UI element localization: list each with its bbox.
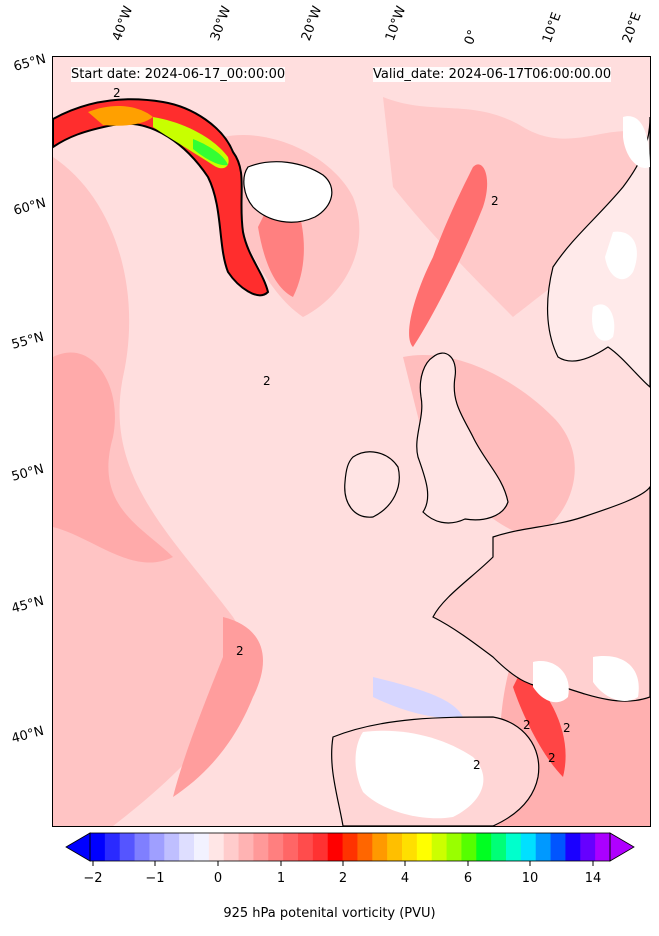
valid-date-label: Valid_date: 2024-06-17T06:00:00.00 <box>373 67 612 82</box>
colorbar-cell <box>387 833 403 861</box>
start-date-label: Start date: 2024-06-17_00:00:00 <box>71 67 286 82</box>
colorbar-cell <box>238 833 254 861</box>
colorbar-tick-label: 2 <box>338 871 348 886</box>
colorbar-border <box>89 832 611 862</box>
pv-filament-biscay <box>173 617 263 797</box>
colorbar-cell <box>194 833 210 861</box>
pv-field-map: 2 2 2 2 2 2 2 2 <box>53 57 650 826</box>
colorbar-cell <box>416 833 433 861</box>
colorbar-tick-label: 4 <box>400 871 410 886</box>
colorbar-cell <box>520 833 537 861</box>
pv-core-greenland-1 <box>88 105 153 126</box>
colorbar-cell <box>402 833 418 861</box>
colorbar-tick-label: 10 <box>521 871 539 886</box>
colorbar-cell <box>461 833 477 861</box>
map-panel[interactable]: 2 2 2 2 2 2 2 2 Start date: 2024-06-17_0… <box>52 56 651 827</box>
colorbar-cell <box>535 833 552 861</box>
colorbar <box>65 832 635 866</box>
colorbar-tick-label: 14 <box>584 871 602 886</box>
contour-label-8: 2 <box>113 86 121 100</box>
pv-core-greenland-3 <box>193 139 228 166</box>
colorbar-cell <box>179 833 195 861</box>
mask-iberian-plateau <box>355 730 484 819</box>
mask-northern-scandinavia <box>623 116 650 168</box>
colorbar-tick-label: 0 <box>213 871 223 886</box>
colorbar-cell <box>342 833 358 861</box>
colorbar-cell <box>253 833 269 861</box>
pv-negative-patch-1 <box>373 677 463 718</box>
contour-label-3: 2 <box>236 644 244 658</box>
colorbar-cell <box>208 833 225 861</box>
mask-scandinavian-mountains <box>605 231 637 280</box>
pv-filament-north <box>409 164 488 347</box>
colorbar-cell <box>431 833 448 861</box>
colorbar-cell <box>565 833 581 861</box>
contour-label-7: 2 <box>563 721 571 735</box>
colorbar-cell <box>491 833 507 861</box>
contour-label-5: 2 <box>523 718 531 732</box>
land-great-britain <box>416 352 509 524</box>
colorbar-cell <box>580 833 596 861</box>
colorbar-cells <box>90 833 611 861</box>
colorbar-cell <box>104 833 121 861</box>
contour-label-6: 2 <box>548 751 556 765</box>
contour-label-4: 2 <box>473 758 481 772</box>
colorbar-cell <box>312 833 329 861</box>
colorbar-cell <box>134 833 150 861</box>
colorbar-cell <box>446 833 462 861</box>
colorbar-cell <box>90 833 106 861</box>
contour-label-1: 2 <box>263 374 271 388</box>
colorbar-cell <box>119 833 136 861</box>
colorbar-tick-label: 1 <box>276 871 286 886</box>
colorbar-cell <box>268 833 284 861</box>
colorbar-label: 925 hPa potenital vorticity (PVU) <box>223 906 436 921</box>
colorbar-cell <box>372 833 388 861</box>
colorbar-tick-label: 6 <box>463 871 473 886</box>
colorbar-ticks <box>92 861 594 866</box>
pv-region-west <box>53 157 245 826</box>
colorbar-cell <box>476 833 492 861</box>
pv-region-west-core <box>53 352 173 563</box>
colorbar-cell <box>327 833 344 861</box>
colorbar-tick-label: −2 <box>83 871 103 886</box>
colorbar-cell <box>550 833 566 861</box>
colorbar-cell <box>283 833 299 861</box>
colorbar-cell <box>149 833 165 861</box>
mask-alps-east <box>593 656 639 702</box>
mask-alps-west <box>533 661 569 703</box>
pv-region-med-core <box>513 667 566 777</box>
colorbar-extend-high <box>609 832 635 862</box>
colorbar-cell <box>164 833 180 861</box>
colorbar-cell <box>357 833 373 861</box>
land-iceland <box>243 161 333 223</box>
land-norway-highlands <box>592 304 615 341</box>
colorbar-cell <box>506 833 522 861</box>
colorbar-tick-label: −1 <box>145 871 165 886</box>
colorbar-extend-low <box>65 832 91 862</box>
colorbar-cell <box>595 833 611 861</box>
colorbar-cell <box>298 833 314 861</box>
contour-label-2: 2 <box>491 194 499 208</box>
land-scandinavia <box>546 116 650 388</box>
colorbar-cell <box>223 833 240 861</box>
land-ireland <box>344 451 400 518</box>
